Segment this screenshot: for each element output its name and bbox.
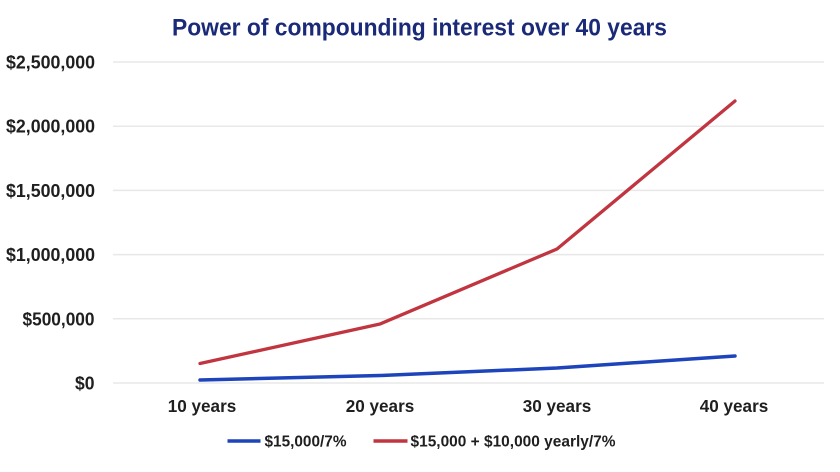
svg-text:20 years: 20 years — [346, 396, 415, 416]
svg-text:$15,000 + $10,000 yearly/7%: $15,000 + $10,000 yearly/7% — [411, 434, 616, 451]
svg-text:$2,500,000: $2,500,000 — [6, 53, 95, 73]
svg-text:10 years: 10 years — [168, 396, 237, 416]
svg-text:$15,000/7%: $15,000/7% — [265, 434, 347, 451]
svg-text:$1,500,000: $1,500,000 — [6, 181, 95, 201]
svg-text:$1,000,000: $1,000,000 — [6, 245, 95, 265]
svg-text:$500,000: $500,000 — [23, 309, 95, 329]
svg-text:30 years: 30 years — [523, 396, 592, 416]
svg-text:Power of compounding interest: Power of compounding interest over 40 ye… — [172, 15, 667, 42]
svg-text:$0: $0 — [75, 374, 95, 394]
svg-text:40 years: 40 years — [700, 396, 769, 416]
svg-text:$2,000,000: $2,000,000 — [6, 117, 95, 137]
